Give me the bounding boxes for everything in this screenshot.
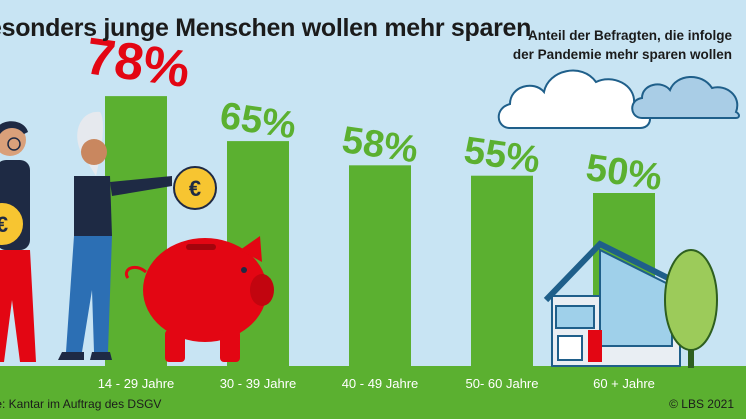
tree-icon (664, 249, 718, 368)
svg-text:€: € (0, 212, 8, 237)
value-label-1: 65% (217, 95, 298, 147)
grass-strip (0, 366, 746, 419)
coin-icon: € (173, 166, 217, 210)
value-label-2: 58% (339, 119, 420, 171)
woman-illustration (58, 111, 172, 360)
x-tick-label-4: 60 + Jahre (593, 376, 655, 391)
value-label-0: 78% (82, 27, 193, 99)
bar-3 (471, 175, 533, 366)
value-label-4: 50% (583, 147, 664, 199)
cloud-small-icon (631, 76, 740, 119)
x-tick-label-3: 50- 60 Jahre (466, 376, 539, 391)
x-tick-label-2: 40 - 49 Jahre (342, 376, 419, 391)
copyright-note: © LBS 2021 (669, 397, 734, 411)
value-label-3: 55% (461, 130, 542, 182)
house-icon (543, 240, 681, 367)
x-tick-label-0: 14 - 29 Jahre (98, 376, 175, 391)
svg-text:€: € (189, 176, 201, 201)
chart-subtitle: Anteil der Befragten, die infolge der Pa… (482, 26, 732, 64)
subtitle-line: der Pandemie mehr sparen wollen (512, 47, 732, 62)
value-labels-group: 78% 65% 58% 55% 50% (82, 27, 664, 199)
source-note: lle: Kantar im Auftrag des DSGV (0, 397, 162, 411)
coin-icon: € (0, 201, 25, 247)
x-tick-labels-group: 14 - 29 Jahre 30 - 39 Jahre 40 - 49 Jahre 5… (98, 376, 655, 391)
chart-title: esonders junge Menschen wollen mehr spar… (0, 14, 532, 42)
x-tick-label-1: 30 - 39 Jahre (220, 376, 297, 391)
bar-2 (349, 165, 411, 366)
cloud-large-icon (497, 69, 651, 129)
subtitle-line: Anteil der Befragten, die infolge (527, 28, 732, 43)
piggy-bank-icon (125, 236, 274, 362)
bar-0 (105, 96, 167, 367)
